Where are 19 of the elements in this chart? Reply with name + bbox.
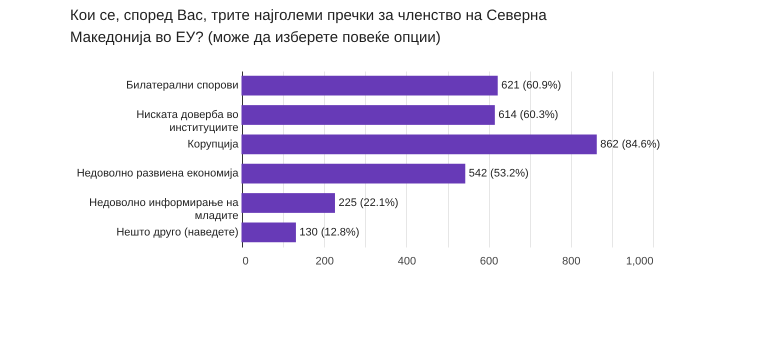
- x-tick-label: 400: [398, 256, 416, 268]
- x-tick-label: 1,000: [626, 256, 654, 268]
- y-tick-label: Корупција: [188, 138, 240, 150]
- y-tick-label: Ниската доверба во институциите: [136, 109, 238, 134]
- y-tick-label: Недоволно развиена економија: [76, 168, 240, 180]
- data-label: 621 (60.9%): [501, 80, 562, 92]
- data-label: 130 (12.8%): [299, 226, 360, 238]
- x-tick-label: 200: [316, 256, 334, 268]
- y-tick-label: Недоволно информирање на младите: [89, 197, 240, 222]
- data-label: 862 (84.6%): [600, 138, 660, 150]
- x-tick-label: 800: [562, 256, 580, 268]
- data-label: 542 (53.2%): [468, 168, 529, 180]
- chart-title: Кои се, според Вас, трите најголеми пречки за членство на Северна Македонија во ЕУ? (може да изберете повеќе опции): [70, 7, 548, 46]
- data-label: 614 (60.3%): [498, 109, 558, 121]
- data-label: 225 (22.1%): [338, 197, 398, 209]
- y-tick-label: Нешто друго (наведете): [116, 226, 238, 238]
- x-tick-label: 0: [242, 256, 249, 268]
- x-tick-label: 600: [480, 256, 498, 268]
- y-tick-label: Билатерални спорови: [126, 80, 238, 92]
